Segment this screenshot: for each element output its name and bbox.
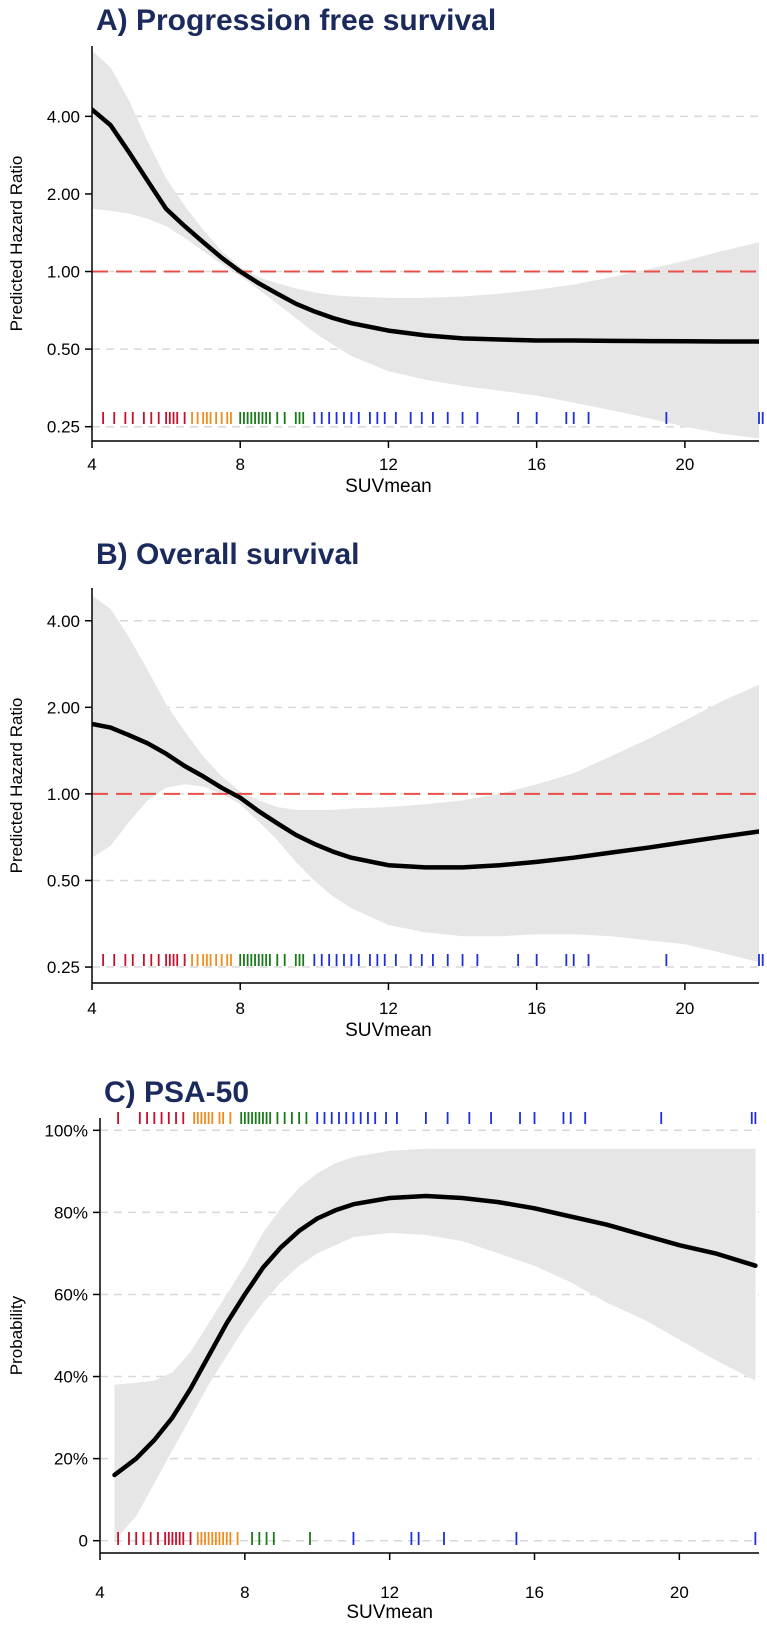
plot-area	[92, 50, 759, 439]
chart-svg: 0 20% 40% 60% 80% 100% 4 8 12 16 20 SUVmean Probabil…	[7, 1112, 759, 1623]
x-tick-label: 4	[87, 455, 96, 474]
y-tick-label: 1.00	[47, 263, 80, 282]
plot-area	[112, 1148, 758, 1541]
x-tick-label: 8	[235, 455, 244, 474]
plot-area	[92, 595, 759, 963]
x-tick-label: 12	[379, 455, 398, 474]
x-tick-label: 8	[235, 999, 244, 1018]
chart-title: B) Overall survival	[96, 538, 360, 571]
y-tick-label: 100%	[45, 1121, 88, 1140]
x-tick-label: 16	[527, 455, 546, 474]
y-tick-label: 0	[79, 1532, 88, 1551]
x-tick-label: 20	[675, 999, 694, 1018]
y-tick-label: 2.00	[47, 698, 80, 717]
chart-svg: 0.25 0.50 1.00 2.00 4.00 4 8 12 16 20 SUVmean Predi…	[7, 588, 764, 1041]
series-line	[92, 721, 759, 870]
y-tick-label: 4.00	[47, 612, 80, 631]
confidence-band	[114, 1148, 756, 1541]
x-tick-label: 20	[670, 1583, 689, 1602]
x-tick-label: 4	[95, 1583, 104, 1602]
confidence-band	[92, 595, 759, 963]
y-tick-label: 20%	[54, 1450, 88, 1469]
y-axis-label: Predicted Hazard Ratio	[7, 698, 26, 874]
y-tick-label: 40%	[54, 1368, 88, 1387]
x-tick-label: 16	[527, 999, 546, 1018]
x-axis-label: SUVmean	[346, 1602, 433, 1623]
x-tick-label: 8	[240, 1583, 249, 1602]
x-tick-label: 12	[380, 1583, 399, 1602]
y-tick-label: 0.25	[47, 958, 80, 977]
chart-panel-b: B) Overall survival 0.25 0.50 1.00 2.00 4.00…	[0, 530, 767, 1050]
y-tick-label: 2.00	[47, 185, 80, 204]
chart-panel-c: C) PSA-50 0 20% 40% 60% 80% 100% 4 8 12 16 20 SUVme…	[0, 1066, 767, 1627]
y-tick-label: 0.50	[47, 871, 80, 890]
y-tick-label: 60%	[54, 1285, 88, 1304]
chart-panel-a: A) Progression free survival 0.25 0.50 1.0…	[0, 0, 767, 510]
x-axis-label: SUVmean	[345, 476, 432, 497]
y-axis-label: Predicted Hazard Ratio	[7, 156, 26, 332]
confidence-band	[92, 50, 759, 439]
x-tick-label: 12	[379, 999, 398, 1018]
x-tick-label: 16	[525, 1583, 544, 1602]
series-line	[112, 1193, 758, 1478]
x-tick-label: 20	[675, 455, 694, 474]
x-axis-label: SUVmean	[345, 1020, 432, 1041]
chart-title: A) Progression free survival	[96, 4, 497, 37]
y-tick-label: 0.50	[47, 340, 80, 359]
y-tick-label: 4.00	[47, 107, 80, 126]
y-axis-label: Probability	[7, 1295, 26, 1375]
chart-svg: 0.25 0.50 1.00 2.00 4.00 4 8 12 16 20 SUVmean Predi…	[7, 46, 764, 497]
chart-title: C) PSA-50	[104, 1076, 250, 1109]
series-line	[92, 107, 759, 344]
y-tick-label: 80%	[54, 1203, 88, 1222]
y-tick-label: 0.25	[47, 418, 80, 437]
y-tick-label: 1.00	[47, 785, 80, 804]
x-tick-label: 4	[87, 999, 96, 1018]
